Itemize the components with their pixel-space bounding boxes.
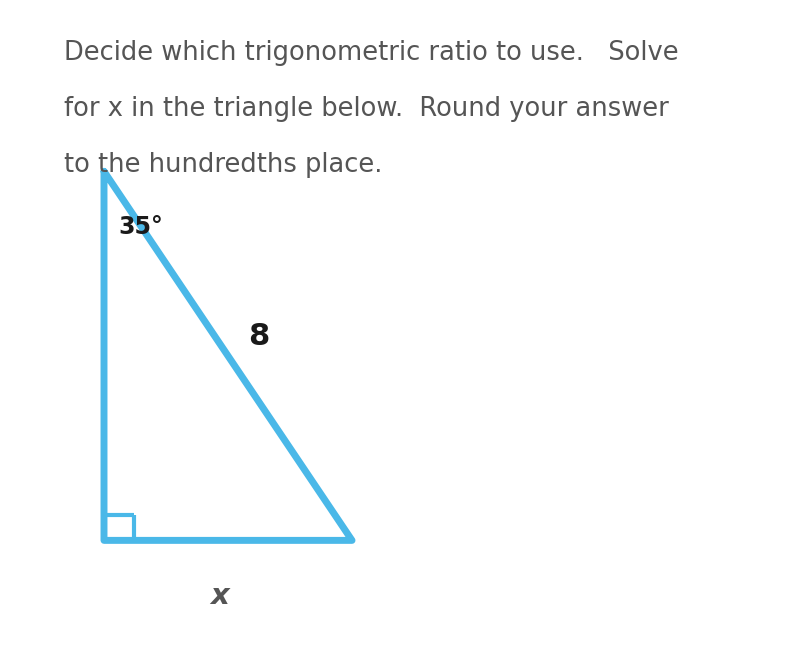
Text: for x in the triangle below.  Round your answer: for x in the triangle below. Round your …	[64, 96, 669, 121]
Text: to the hundredths place.: to the hundredths place.	[64, 152, 382, 177]
Text: Decide which trigonometric ratio to use.   Solve: Decide which trigonometric ratio to use.…	[64, 40, 678, 65]
Text: 8: 8	[248, 322, 270, 351]
Text: 35°: 35°	[118, 215, 163, 239]
Text: x: x	[210, 583, 230, 610]
